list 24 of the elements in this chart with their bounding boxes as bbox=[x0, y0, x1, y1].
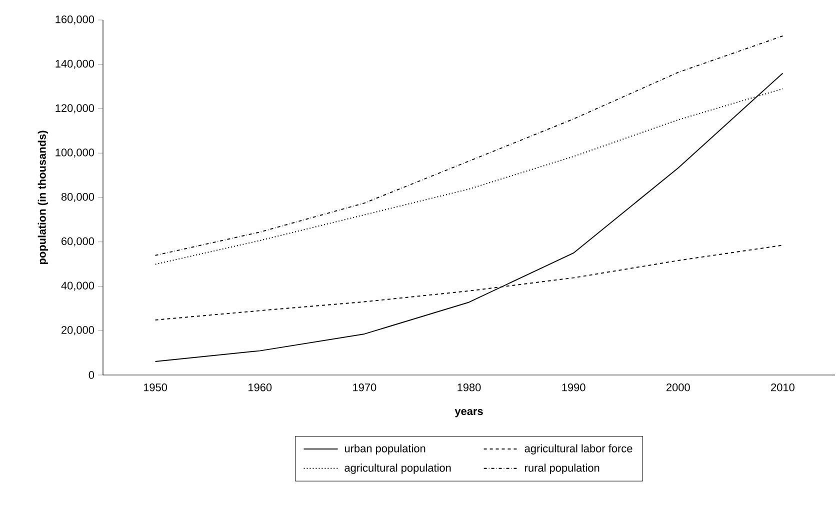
y-tick-label: 80,000 bbox=[61, 192, 94, 202]
y-tick-label: 140,000 bbox=[56, 60, 94, 69]
x-tick-label: 1950 bbox=[144, 384, 168, 392]
y-tick-label: 20,000 bbox=[62, 326, 94, 336]
y-tick-label: 160,000 bbox=[56, 15, 94, 25]
y-tick-label: 120,000 bbox=[56, 104, 94, 114]
x-axis-title: years bbox=[454, 409, 483, 418]
y-tick-label: 40,000 bbox=[61, 282, 94, 291]
y-tick-label: 100,000 bbox=[56, 148, 94, 158]
line-series bbox=[154, 72, 784, 362]
y-tick-label: 0 bbox=[88, 371, 94, 379]
x-tick-label: 1980 bbox=[458, 384, 481, 392]
y-tick-label: 60,000 bbox=[62, 237, 94, 246]
y-axis-title: population (in thousands) bbox=[38, 130, 48, 264]
x-tick-label: 2000 bbox=[666, 384, 690, 392]
legend-label: agricultural population bbox=[344, 464, 451, 474]
line-series bbox=[154, 35, 784, 256]
legend-label: urban population bbox=[344, 444, 426, 454]
legend-label: agricultural labor force bbox=[524, 444, 632, 454]
x-tick-label: 1960 bbox=[248, 384, 272, 392]
x-tick-label: 1990 bbox=[562, 384, 586, 392]
x-tick-label: 1970 bbox=[353, 384, 376, 392]
legend-label: rural population bbox=[525, 464, 600, 474]
x-tick-label: 2010 bbox=[771, 384, 794, 392]
